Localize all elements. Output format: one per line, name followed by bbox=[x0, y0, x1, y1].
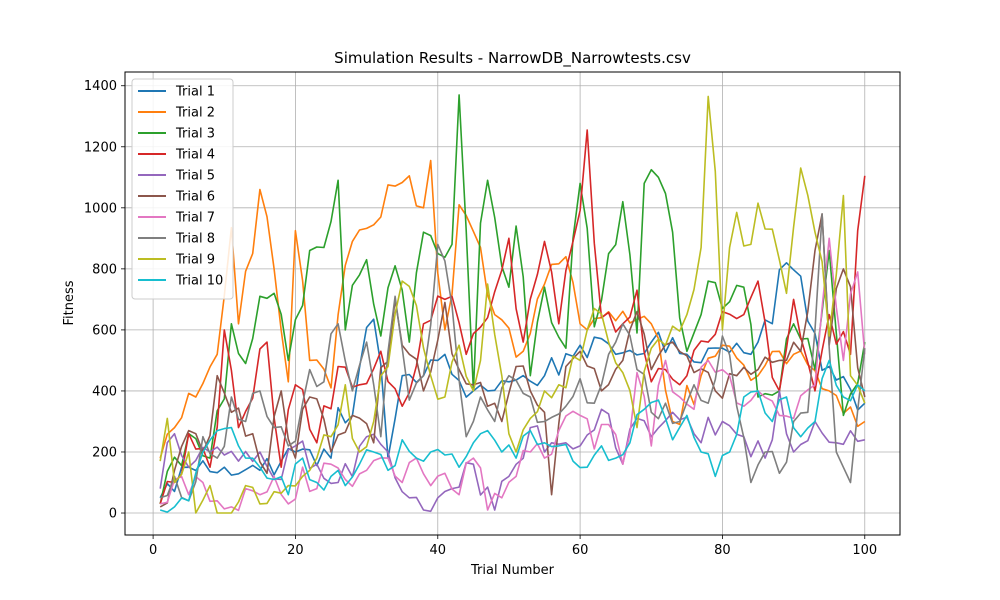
series-line-trial-4 bbox=[159, 129, 866, 505]
x-tick-label: 80 bbox=[714, 543, 731, 558]
legend-label: Trial 8 bbox=[175, 232, 215, 247]
legend-entry: Trial 7 bbox=[138, 211, 215, 226]
legend-label: Trial 5 bbox=[175, 169, 215, 184]
series-line-trial-10 bbox=[159, 359, 866, 513]
y-tick-label: 1400 bbox=[84, 79, 117, 94]
legend-entry: Trial 1 bbox=[138, 85, 215, 100]
legend-label: Trial 2 bbox=[175, 106, 215, 121]
series-line-trial-8 bbox=[159, 213, 866, 502]
y-axis-ticks: 0 200 400 600 800 1000 1200 1400 bbox=[84, 79, 125, 522]
x-tick-label: 100 bbox=[852, 543, 877, 558]
series-line-trial-5 bbox=[159, 390, 865, 513]
legend-label: Trial 4 bbox=[175, 148, 215, 163]
y-tick-label: 200 bbox=[92, 445, 117, 460]
y-tick-label: 600 bbox=[92, 323, 117, 338]
x-axis-label: Trial Number bbox=[470, 563, 555, 578]
plot-series bbox=[159, 94, 866, 514]
y-tick-label: 0 bbox=[109, 507, 117, 522]
legend-entry: Trial 9 bbox=[138, 253, 215, 268]
x-tick-label: 60 bbox=[572, 543, 589, 558]
series-line-trial-2 bbox=[159, 159, 866, 459]
legend: Trial 1 Trial 2 Trial 3 Trial 4 Trial 5 Trial… bbox=[131, 78, 234, 300]
series-line-trial-9 bbox=[159, 95, 866, 514]
chart-title: Simulation Results - NarrowDB_Narrowtest… bbox=[334, 49, 691, 68]
y-tick-label: 800 bbox=[92, 262, 117, 277]
legend-label: Trial 6 bbox=[175, 190, 215, 205]
series-line-trial-6 bbox=[159, 213, 866, 508]
legend-entry: Trial 2 bbox=[138, 106, 215, 121]
x-axis-ticks: 0 20 40 60 80 100 bbox=[149, 535, 877, 558]
y-axis-label: Fitness bbox=[62, 280, 77, 325]
legend-label: Trial 7 bbox=[175, 211, 215, 226]
x-tick-label: 40 bbox=[430, 543, 447, 558]
legend-label: Trial 9 bbox=[175, 253, 215, 268]
y-tick-label: 1000 bbox=[84, 201, 117, 216]
x-tick-label: 0 bbox=[149, 543, 157, 558]
legend-entry: Trial 8 bbox=[138, 232, 215, 247]
legend-label: Trial 1 bbox=[175, 85, 215, 100]
legend-entry: Trial 5 bbox=[138, 169, 215, 184]
legend-entry: Trial 10 bbox=[138, 274, 223, 289]
legend-entry: Trial 6 bbox=[138, 190, 215, 205]
y-tick-label: 400 bbox=[92, 384, 117, 399]
x-tick-label: 20 bbox=[287, 543, 304, 558]
series-line-trial-7 bbox=[160, 237, 866, 512]
plot-area-frame bbox=[124, 71, 901, 536]
y-tick-label: 1200 bbox=[84, 140, 117, 155]
legend-entry: Trial 4 bbox=[138, 148, 215, 163]
legend-label: Trial 3 bbox=[175, 127, 215, 142]
legend-entry: Trial 3 bbox=[138, 127, 215, 142]
legend-label: Trial 10 bbox=[175, 274, 223, 289]
